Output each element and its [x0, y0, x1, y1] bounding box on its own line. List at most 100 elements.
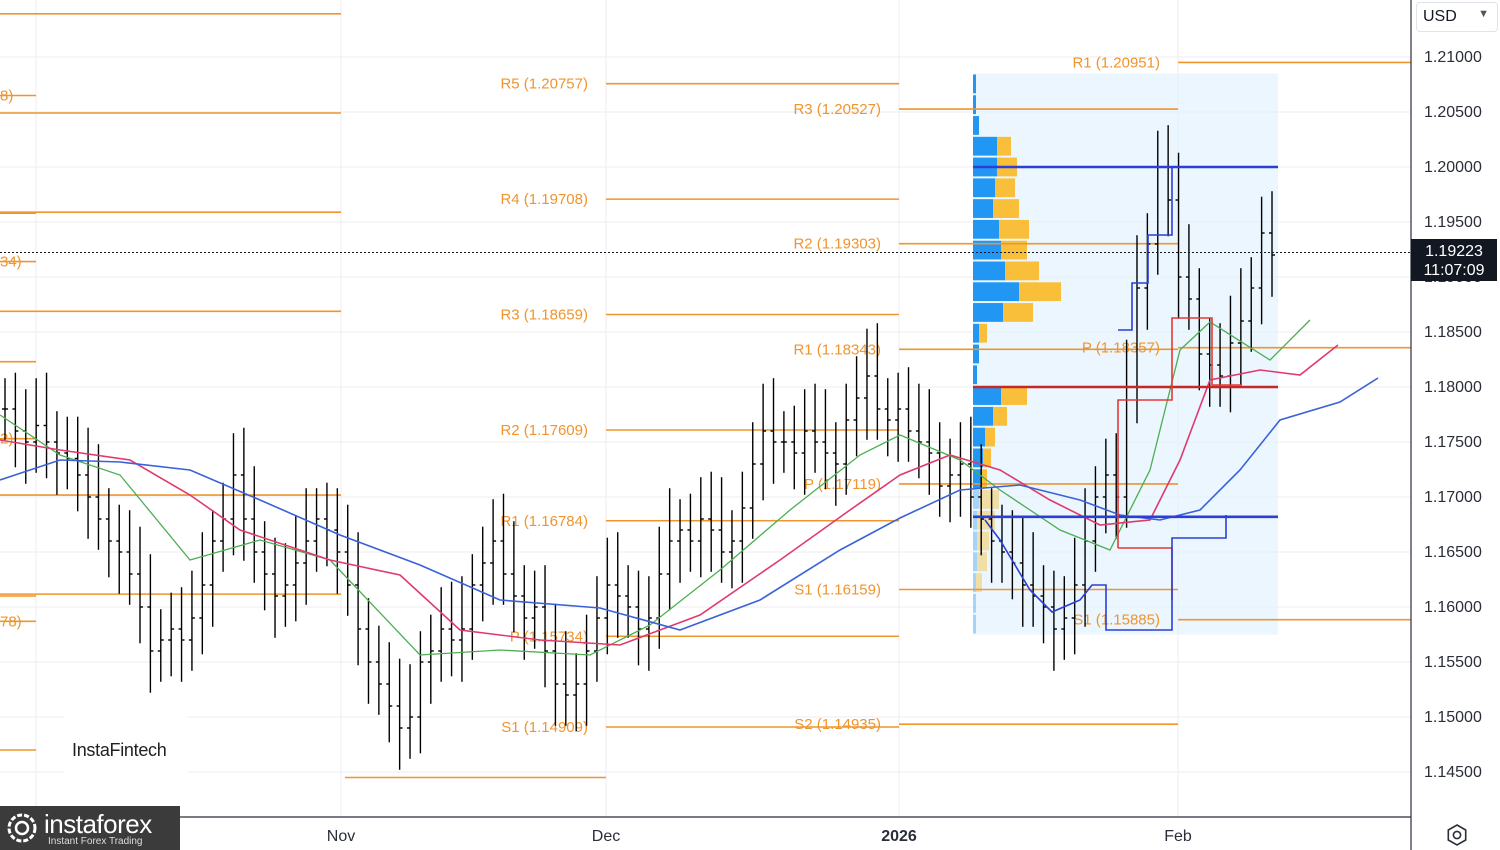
profile-row-buy [973, 219, 999, 239]
watermark-text: InstaFintech [72, 740, 167, 760]
profile-row-buy [973, 344, 979, 364]
profile-row-buy [973, 469, 981, 489]
profile-row-buy [973, 448, 983, 468]
price-tick-label: 1.20000 [1424, 159, 1482, 176]
profile-row-sell [999, 219, 1029, 239]
price-tick-label: 1.16500 [1424, 544, 1482, 561]
profile-row-sell [993, 406, 1007, 426]
pivot-label: R5 (1.20757) [500, 76, 588, 93]
profile-row-buy [973, 531, 977, 551]
pivot-label: R1 (1.18343) [793, 341, 881, 358]
profile-row-buy [973, 303, 1003, 322]
profile-row-buy [973, 178, 995, 198]
moving-average-line [0, 319, 1311, 656]
pivot-label: R2 (1.17609) [500, 422, 588, 439]
time-tick-label: Feb [1164, 828, 1192, 845]
range-boxes [973, 165, 1278, 631]
profile-row-buy [973, 552, 977, 572]
pivot-label: S1 (1.16159) [794, 582, 881, 599]
profile-row-sell [979, 323, 987, 343]
profile-row-buy [973, 261, 1005, 281]
pivot-label: S1 (1.15885) [1073, 612, 1160, 629]
profile-row-buy [973, 323, 979, 343]
pivot-levels: R5 (1.21393)R4 (1.20491)R3 (1.19589)R2 (… [0, 12, 1411, 779]
profile-row-buy [973, 614, 976, 634]
pivot-label: R1 (1.20951) [1072, 54, 1160, 71]
profile-row-sell [1019, 282, 1061, 302]
profile-row-buy [973, 240, 1001, 260]
red-range-box [1117, 317, 1242, 548]
moving-average-line [0, 344, 1339, 646]
price-tick-label: 1.19500 [1424, 214, 1482, 231]
price-tick-label: 1.16000 [1424, 599, 1482, 616]
gear-icon[interactable] [1446, 824, 1468, 846]
profile-row-buy [973, 427, 985, 447]
currency-value: USD [1423, 8, 1457, 25]
chevron-down-icon: ▼ [1478, 8, 1489, 20]
brand-tagline: Instant Forex Trading [48, 836, 143, 847]
price-tick-label: 1.18000 [1424, 379, 1482, 396]
last-price-badge: 1.19223 11:07:09 [1411, 239, 1497, 281]
bar-countdown: 11:07:09 [1423, 262, 1485, 279]
profile-row-buy [973, 282, 1019, 302]
profile-row-sell [1001, 386, 1027, 405]
price-tick-label: 1.15500 [1424, 654, 1482, 671]
profile-row-buy [973, 95, 976, 115]
profile-row-buy [973, 386, 1001, 405]
blue-range-step [1118, 168, 1173, 331]
profile-row-buy [973, 510, 977, 530]
pivot-label-prev: 2) [0, 431, 13, 448]
globe-icon [7, 813, 37, 843]
blue-range-box [984, 515, 1227, 631]
time-tick-label: Nov [327, 828, 355, 845]
profile-row-sell [1001, 240, 1027, 260]
profile-row-sell [993, 199, 1019, 218]
pivot-label: R4 (1.19708) [500, 191, 588, 208]
pivot-label-prev: 8) [0, 88, 13, 105]
pivot-label: R3 (1.20527) [793, 101, 881, 118]
profile-row-sell [985, 427, 995, 447]
time-tick-label: 2026 [881, 828, 917, 845]
pivot-label: P (1.18357) [1082, 340, 1160, 357]
pivot-label-prev: 78) [0, 613, 22, 630]
profile-row-buy [973, 74, 976, 94]
currency-select[interactable]: USD ▼ [1416, 2, 1498, 32]
pivot-label: S1 (1.14909) [501, 719, 588, 736]
pivot-label: R3 (1.18659) [500, 307, 588, 324]
price-tick-label: 1.21000 [1424, 49, 1482, 66]
time-tick-label: Dec [592, 828, 620, 845]
profile-row-buy [973, 136, 997, 156]
profile-row-sell [997, 136, 1011, 156]
profile-row-buy [973, 365, 977, 385]
profile-row-sell [1003, 303, 1033, 322]
profile-row-sell [983, 448, 991, 468]
profile-row-sell [977, 552, 987, 572]
pivot-label: S2 (1.14935) [794, 716, 881, 733]
pivot-label: R1 (1.16784) [500, 513, 588, 530]
profile-row-buy [973, 406, 993, 426]
brand-name: instaforex [44, 809, 152, 839]
pivot-label-prev: 34) [0, 254, 22, 271]
profile-row-sell [977, 531, 989, 551]
price-tick-label: 1.14500 [1424, 764, 1482, 781]
price-tick-label: 1.15000 [1424, 709, 1482, 726]
watermark: InstaFintech [64, 716, 188, 774]
price-tick-label: 1.17500 [1424, 434, 1482, 451]
profile-row-sell [976, 573, 982, 592]
profile-row-buy [973, 573, 976, 592]
profile-row-sell [979, 490, 999, 509]
profile-row-sell [1005, 261, 1039, 281]
pivot-label: P (1.17119) [804, 476, 881, 493]
brand-logo: instaforex Instant Forex Trading [0, 806, 180, 850]
pivot-label: R2 (1.19303) [793, 236, 881, 253]
profile-row-sell [995, 178, 1015, 198]
profile-row-buy [973, 490, 979, 509]
moving-average-line [0, 377, 1379, 631]
profile-row-buy [973, 593, 976, 613]
price-tick-label: 1.20500 [1424, 104, 1482, 121]
last-price-value: 1.19223 [1425, 243, 1483, 260]
price-bars [2, 125, 1275, 770]
price-tick-label: 1.18500 [1424, 324, 1482, 341]
